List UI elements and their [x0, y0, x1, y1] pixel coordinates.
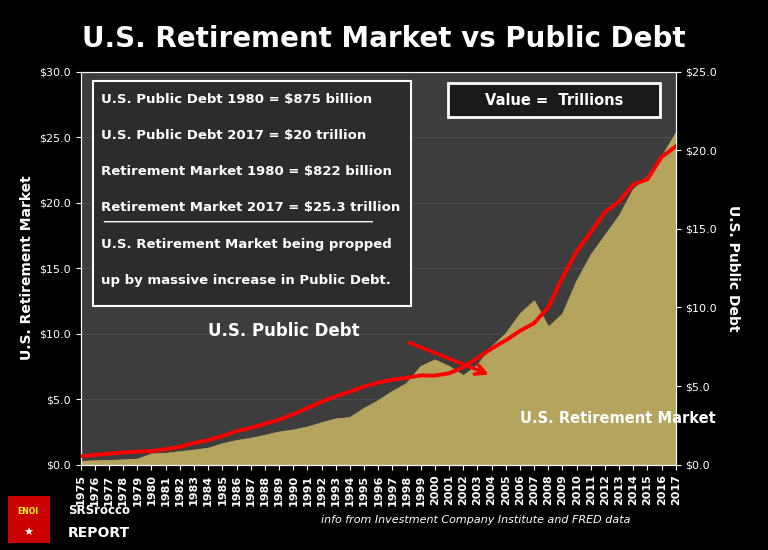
Text: U.S. Public Debt 2017 = $20 trillion: U.S. Public Debt 2017 = $20 trillion: [101, 129, 367, 142]
Text: Retirement Market 2017 = $25.3 trillion: Retirement Market 2017 = $25.3 trillion: [101, 201, 401, 214]
Text: U.S. Public Debt 1980 = $875 billion: U.S. Public Debt 1980 = $875 billion: [101, 93, 372, 106]
FancyBboxPatch shape: [8, 496, 50, 543]
Text: ★: ★: [23, 527, 33, 537]
Text: up by massive increase in Public Debt.: up by massive increase in Public Debt.: [101, 274, 392, 287]
Y-axis label: U.S. Retirement Market: U.S. Retirement Market: [20, 176, 34, 360]
Text: U.S. Retirement Market: U.S. Retirement Market: [520, 411, 716, 426]
Text: Retirement Market 1980 = $822 billion: Retirement Market 1980 = $822 billion: [101, 166, 392, 178]
Text: info from Investment Company Institute and FRED data: info from Investment Company Institute a…: [322, 515, 631, 525]
Text: SRSrocco: SRSrocco: [68, 504, 130, 516]
Text: Value =  Trillions: Value = Trillions: [485, 92, 624, 107]
FancyBboxPatch shape: [92, 81, 411, 306]
Text: ENOI: ENOI: [18, 507, 38, 516]
FancyBboxPatch shape: [449, 83, 660, 117]
Text: U.S. Retirement Market vs Public Debt: U.S. Retirement Market vs Public Debt: [82, 25, 686, 53]
Y-axis label: U.S. Public Debt: U.S. Public Debt: [726, 205, 740, 331]
Text: U.S. Public Debt: U.S. Public Debt: [208, 322, 359, 340]
Text: U.S. Retirement Market being propped: U.S. Retirement Market being propped: [101, 238, 392, 251]
Text: REPORT: REPORT: [68, 526, 130, 540]
